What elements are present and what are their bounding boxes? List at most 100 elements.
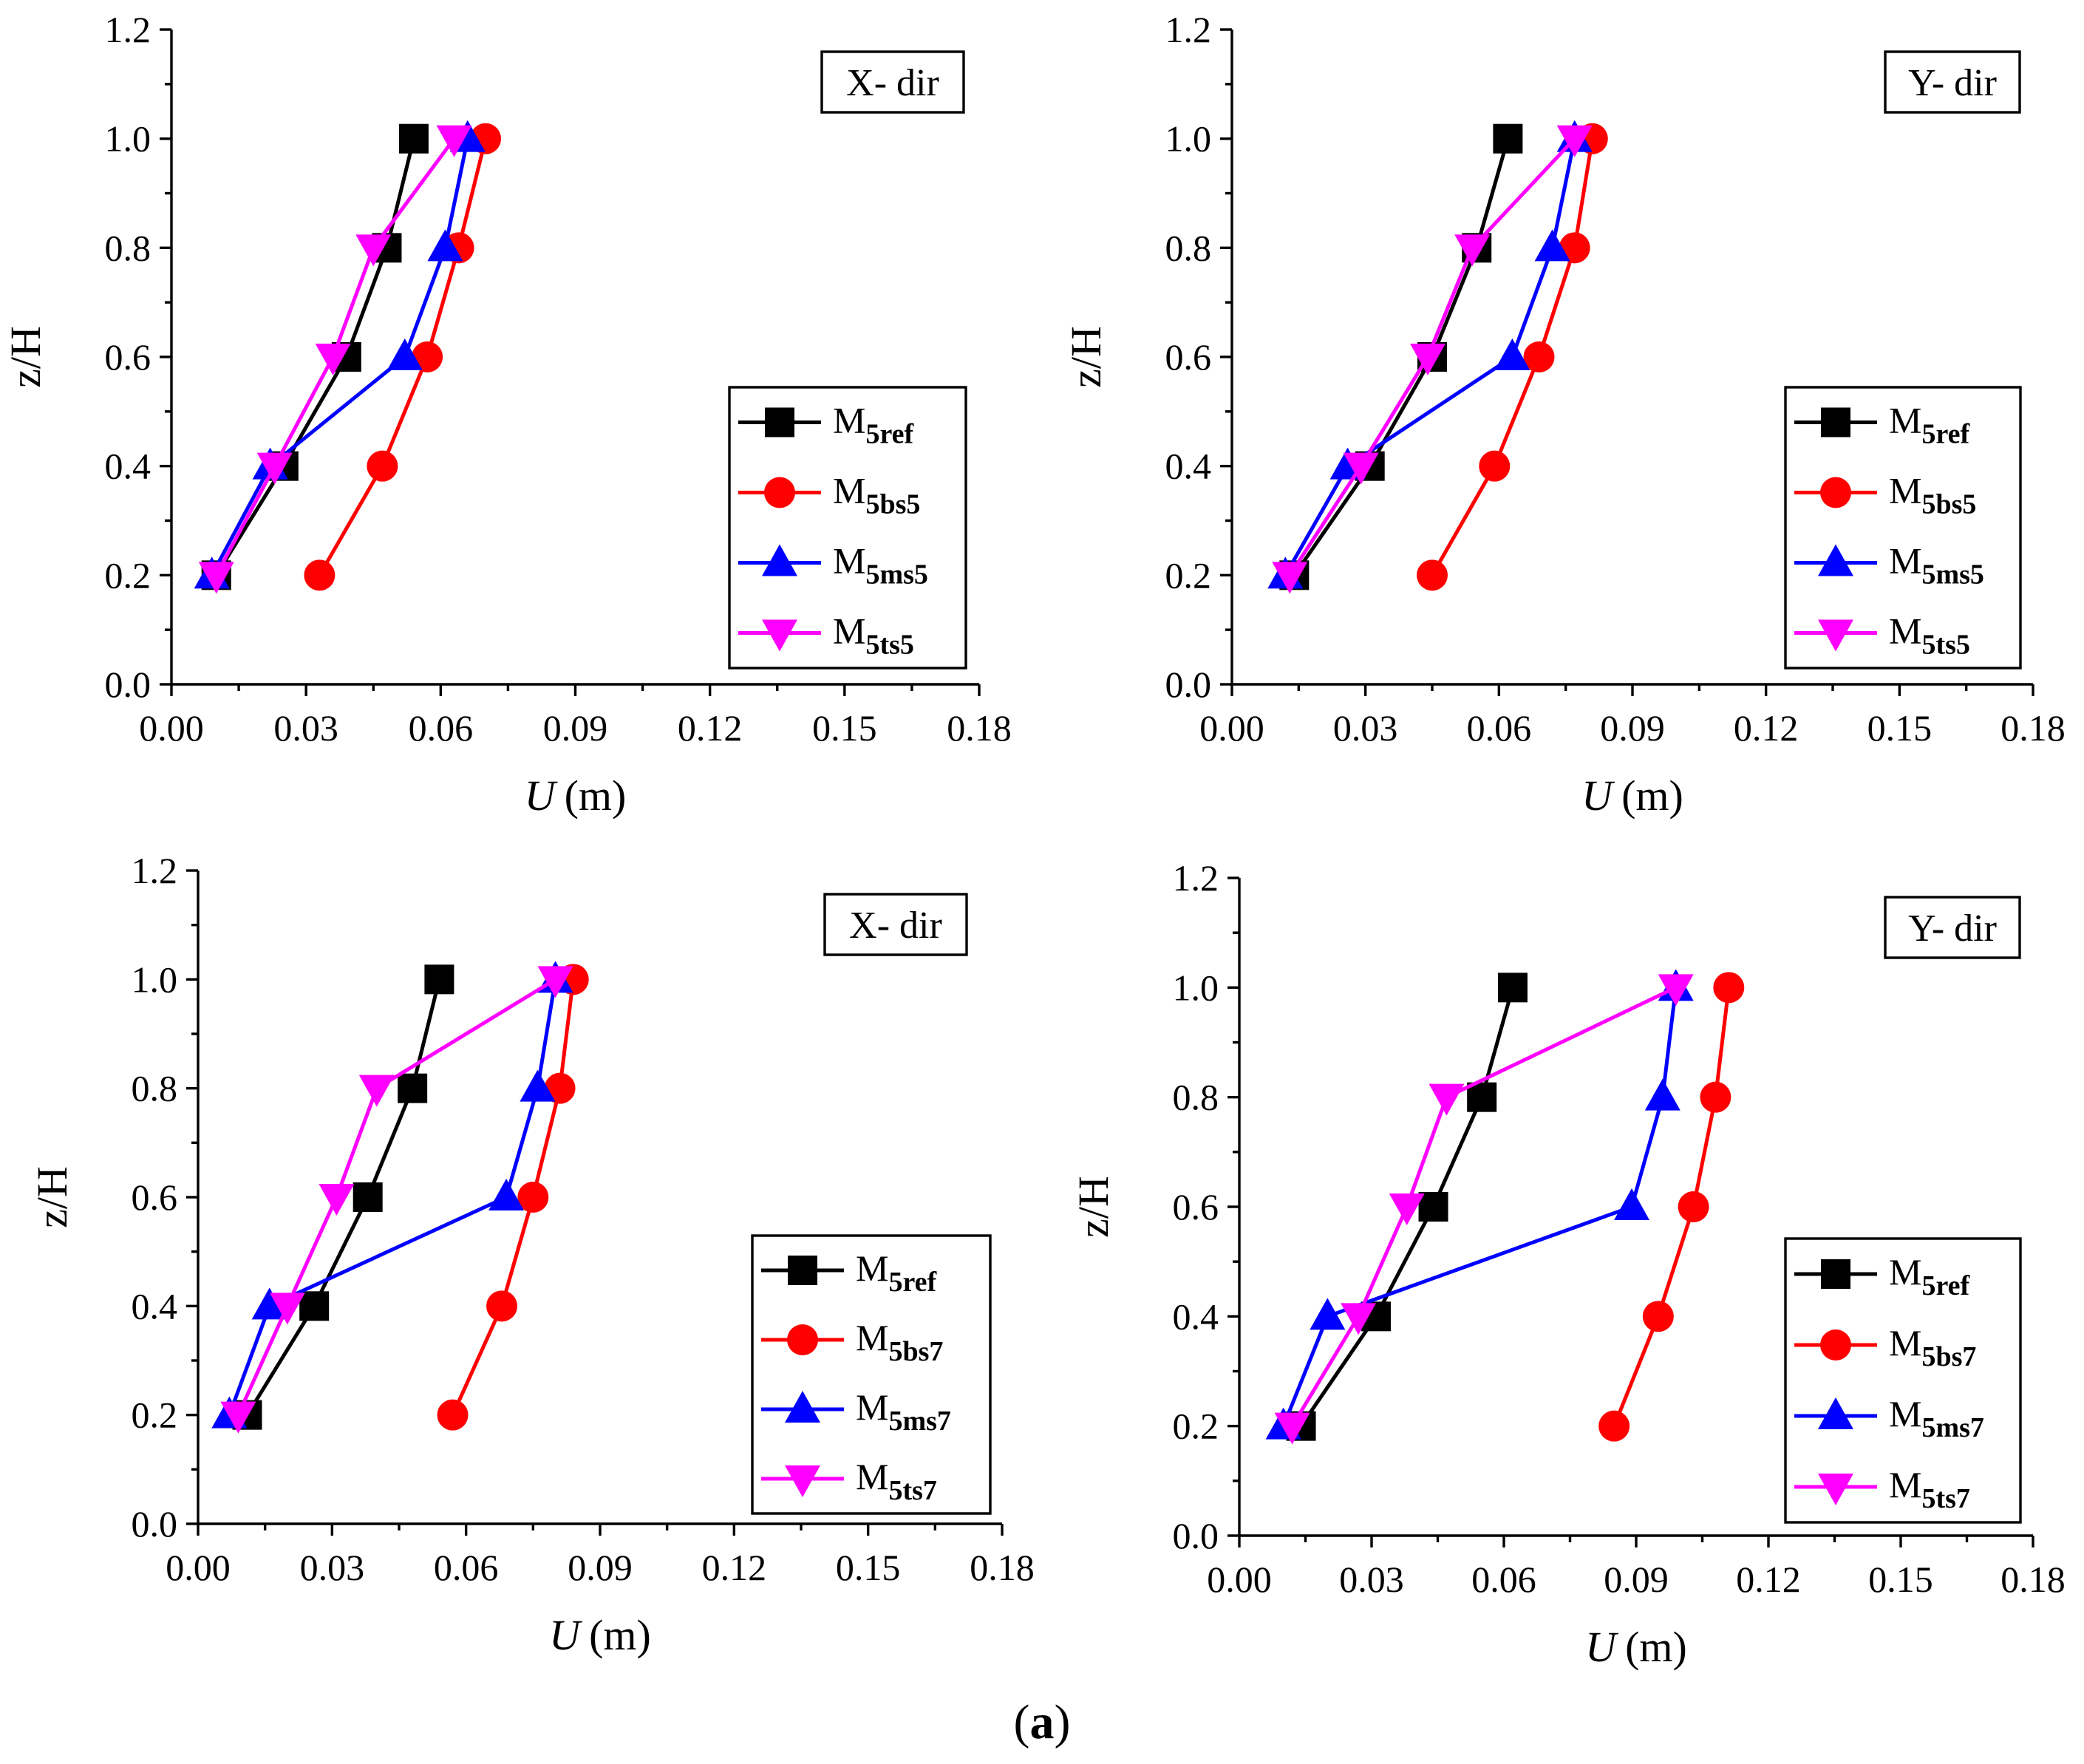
chart-panel-2: 0.00 0.03 0.06 0.09 0.12 0.15 0.18 0.0 0.2 0.4 0.6… — [1062, 9, 2066, 820]
data-point — [1523, 341, 1555, 372]
data-point — [1454, 234, 1491, 267]
data-point — [424, 964, 454, 995]
data-point — [1418, 1192, 1448, 1222]
legend-item: M5ref — [738, 400, 915, 450]
legend-label: M5ref — [1889, 400, 1971, 450]
legend-marker — [1821, 407, 1850, 437]
data-point — [1341, 1303, 1377, 1335]
legend-label: M5bs7 — [856, 1317, 943, 1367]
data-point — [1644, 1078, 1681, 1111]
legend-label: M5ms7 — [856, 1386, 951, 1437]
chart-panel-3: 0.00 0.03 0.06 0.09 0.12 0.15 0.18 0.0 0.2 0.4 0.6… — [28, 850, 1035, 1659]
y-tick-label: 0.8 — [1173, 1077, 1219, 1118]
series-5ms7 — [1265, 969, 1694, 1440]
x-axis-title: U (m) — [1585, 1623, 1687, 1671]
data-point — [488, 1179, 525, 1210]
legend-item: M5ms5 — [1794, 540, 1984, 590]
series-5ts5 — [1272, 125, 1593, 594]
y-tick-label: 0.6 — [105, 336, 151, 378]
data-point — [1274, 1412, 1310, 1445]
legend-marker — [764, 477, 795, 508]
series-line — [1293, 138, 1510, 576]
legend-item: M5ms7 — [761, 1386, 951, 1437]
legend-marker — [1820, 1329, 1851, 1361]
legend: M5ref M5bs7 M5ms7 M5ts7 — [1784, 1237, 2022, 1524]
x-tick-label: 0.12 — [702, 1547, 767, 1588]
legend-label: M5bs5 — [1889, 470, 1976, 520]
data-point — [355, 234, 392, 267]
series-line — [1281, 987, 1678, 1427]
x-tick-label: 0.15 — [1867, 707, 1933, 749]
y-axis-title: z/H — [1062, 326, 1110, 388]
legend-item: M5ms7 — [1794, 1393, 1984, 1443]
legend-label: M5ref — [856, 1247, 938, 1298]
legend-label: M5ts7 — [856, 1456, 937, 1506]
x-tick-label: 0.00 — [1199, 707, 1264, 749]
legend-label: M5ref — [1889, 1251, 1971, 1301]
data-point — [1310, 1298, 1346, 1330]
legend-marker — [1821, 1259, 1850, 1289]
chart-panel-4: 0.00 0.03 0.06 0.09 0.12 0.15 0.18 0.0 0.2 0.4 0.6… — [1069, 857, 2066, 1671]
legend-item: M5ts7 — [761, 1456, 937, 1506]
data-point — [198, 562, 234, 594]
legend-label: M5ts7 — [1889, 1464, 1970, 1514]
direction-label-box — [1884, 50, 2021, 114]
series-5bs7 — [1598, 972, 1745, 1442]
legend: M5ref M5bs7 M5ms7 M5ts7 — [751, 1234, 992, 1515]
y-tick-label: 0.2 — [132, 1394, 178, 1436]
data-point — [353, 1182, 383, 1212]
data-point — [319, 1184, 355, 1216]
data-point — [1642, 1301, 1674, 1332]
x-tick-label: 0.06 — [409, 707, 474, 749]
x-tick-label: 0.12 — [1736, 1559, 1801, 1600]
y-tick-label: 0.8 — [132, 1068, 178, 1109]
data-point — [412, 341, 443, 372]
chart-panels: 0.00 0.03 0.06 0.09 0.12 0.15 0.18 0.0 0.2 0.4 0.6… — [1, 9, 2066, 1671]
legend-marker — [1818, 619, 1853, 652]
data-point — [367, 450, 398, 482]
data-point — [1343, 452, 1379, 485]
legend-marker — [1818, 1397, 1853, 1429]
legend-item: M5ts5 — [738, 610, 914, 661]
data-point — [1467, 1082, 1497, 1112]
chart-panel-1: 0.00 0.03 0.06 0.09 0.12 0.15 0.18 0.0 0.2 0.4 0.6… — [1, 9, 1012, 820]
legend-marker — [762, 544, 797, 576]
data-point — [1479, 450, 1511, 482]
data-point — [1497, 973, 1528, 1003]
series-5ts7 — [1274, 974, 1694, 1445]
data-point — [251, 1287, 287, 1320]
y-tick-label: 1.0 — [132, 958, 178, 1000]
legend-marker — [1818, 544, 1853, 576]
data-point — [1389, 1193, 1425, 1225]
data-point — [427, 229, 463, 262]
legend-label: M5ms7 — [1889, 1393, 1984, 1443]
x-tick-label: 0.03 — [1333, 707, 1398, 749]
x-tick-label: 0.03 — [300, 1547, 365, 1588]
legend-item: M5bs5 — [738, 470, 920, 520]
legend-label: M5bs7 — [1889, 1322, 1976, 1372]
legend-item: M5ms5 — [738, 540, 928, 590]
y-axis-title: z/H — [1, 326, 50, 388]
x-tick-label: 0.00 — [1207, 1559, 1272, 1600]
direction-label: X- dir — [846, 62, 939, 104]
data-point — [1494, 338, 1530, 370]
data-point — [1678, 1191, 1709, 1222]
x-tick-label: 0.09 — [1600, 707, 1665, 749]
legend-item: M5bs5 — [1794, 470, 1976, 520]
y-tick-label: 1.2 — [1173, 857, 1219, 899]
x-tick-label: 0.18 — [970, 1547, 1035, 1588]
data-point — [1598, 1410, 1630, 1442]
y-tick-label: 0.4 — [1165, 446, 1212, 487]
x-tick-label: 0.06 — [434, 1547, 499, 1588]
data-point — [537, 966, 573, 998]
legend: M5ref M5bs5 M5ms5 M5ts5 — [728, 386, 967, 670]
y-axis-title: z/H — [28, 1166, 76, 1228]
legend-marker — [762, 619, 797, 652]
data-point — [299, 1291, 330, 1321]
y-tick-label: 1.0 — [105, 118, 151, 160]
y-tick-label: 1.2 — [1165, 9, 1212, 50]
data-point — [486, 1290, 518, 1322]
legend-label: M5ts5 — [1889, 610, 1970, 661]
legend-marker — [785, 1391, 820, 1423]
data-point — [437, 1399, 469, 1431]
